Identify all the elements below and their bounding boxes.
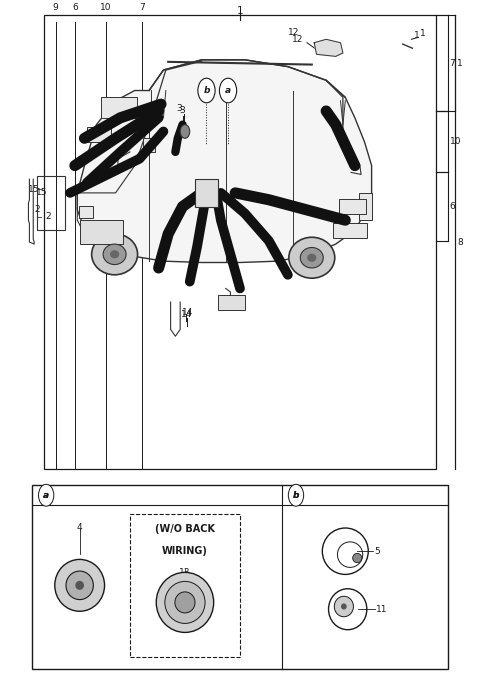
- Text: 10: 10: [100, 3, 112, 12]
- Polygon shape: [314, 39, 343, 56]
- Text: 12: 12: [288, 28, 300, 37]
- Text: 1: 1: [414, 32, 420, 40]
- Text: 1: 1: [237, 6, 243, 16]
- Ellipse shape: [334, 596, 353, 617]
- Text: 8: 8: [458, 238, 464, 247]
- Circle shape: [38, 484, 54, 506]
- Text: 4: 4: [77, 523, 83, 532]
- Ellipse shape: [300, 247, 323, 268]
- Circle shape: [288, 484, 304, 506]
- Ellipse shape: [75, 581, 84, 590]
- Text: a: a: [225, 86, 231, 95]
- Ellipse shape: [175, 592, 195, 613]
- Text: 6: 6: [72, 3, 78, 12]
- Text: (W/O BACK: (W/O BACK: [155, 524, 215, 534]
- Bar: [130, 514, 240, 657]
- Text: 1: 1: [420, 29, 425, 38]
- Text: 5: 5: [374, 547, 380, 556]
- Ellipse shape: [289, 237, 335, 278]
- Text: 15: 15: [36, 188, 47, 197]
- Bar: [143, 138, 155, 152]
- Text: 7: 7: [139, 3, 145, 12]
- Text: b: b: [203, 86, 210, 95]
- Text: a: a: [225, 86, 231, 95]
- Ellipse shape: [156, 573, 214, 632]
- Bar: [36, 176, 65, 230]
- Text: 9: 9: [53, 3, 59, 12]
- Text: 2: 2: [34, 206, 40, 214]
- Bar: [79, 206, 93, 218]
- Ellipse shape: [103, 244, 126, 264]
- Text: a: a: [43, 490, 49, 500]
- Bar: [359, 193, 372, 220]
- Bar: [333, 223, 367, 238]
- Text: b: b: [203, 86, 210, 95]
- Bar: [44, 16, 436, 469]
- Ellipse shape: [66, 571, 93, 599]
- Polygon shape: [77, 60, 372, 262]
- Text: 1: 1: [457, 59, 463, 68]
- Text: 6: 6: [450, 202, 456, 211]
- Text: 10: 10: [450, 137, 461, 146]
- Text: 3: 3: [176, 104, 181, 114]
- Text: b: b: [293, 490, 299, 500]
- Ellipse shape: [307, 253, 316, 262]
- Text: 11: 11: [376, 605, 388, 614]
- Ellipse shape: [341, 603, 347, 610]
- Text: WIRING): WIRING): [162, 547, 208, 556]
- Ellipse shape: [165, 582, 205, 623]
- Text: 12: 12: [292, 35, 303, 44]
- Text: 7: 7: [450, 59, 456, 68]
- Text: b: b: [293, 490, 299, 500]
- Bar: [32, 485, 448, 669]
- Bar: [339, 199, 366, 214]
- Ellipse shape: [110, 250, 119, 258]
- Bar: [87, 127, 111, 142]
- Ellipse shape: [55, 560, 105, 611]
- Text: 15: 15: [28, 185, 40, 194]
- Bar: [218, 295, 245, 310]
- Bar: [80, 220, 123, 244]
- Bar: [194, 179, 218, 207]
- Text: 14: 14: [181, 308, 193, 317]
- Circle shape: [180, 125, 190, 138]
- Text: 14: 14: [180, 310, 192, 319]
- Circle shape: [198, 78, 215, 103]
- Text: 13: 13: [179, 569, 191, 577]
- Text: 3: 3: [180, 106, 185, 116]
- Ellipse shape: [92, 234, 138, 275]
- Bar: [101, 97, 137, 118]
- Text: 2: 2: [46, 212, 51, 221]
- Text: a: a: [43, 490, 49, 500]
- Circle shape: [219, 78, 237, 103]
- Ellipse shape: [353, 553, 362, 562]
